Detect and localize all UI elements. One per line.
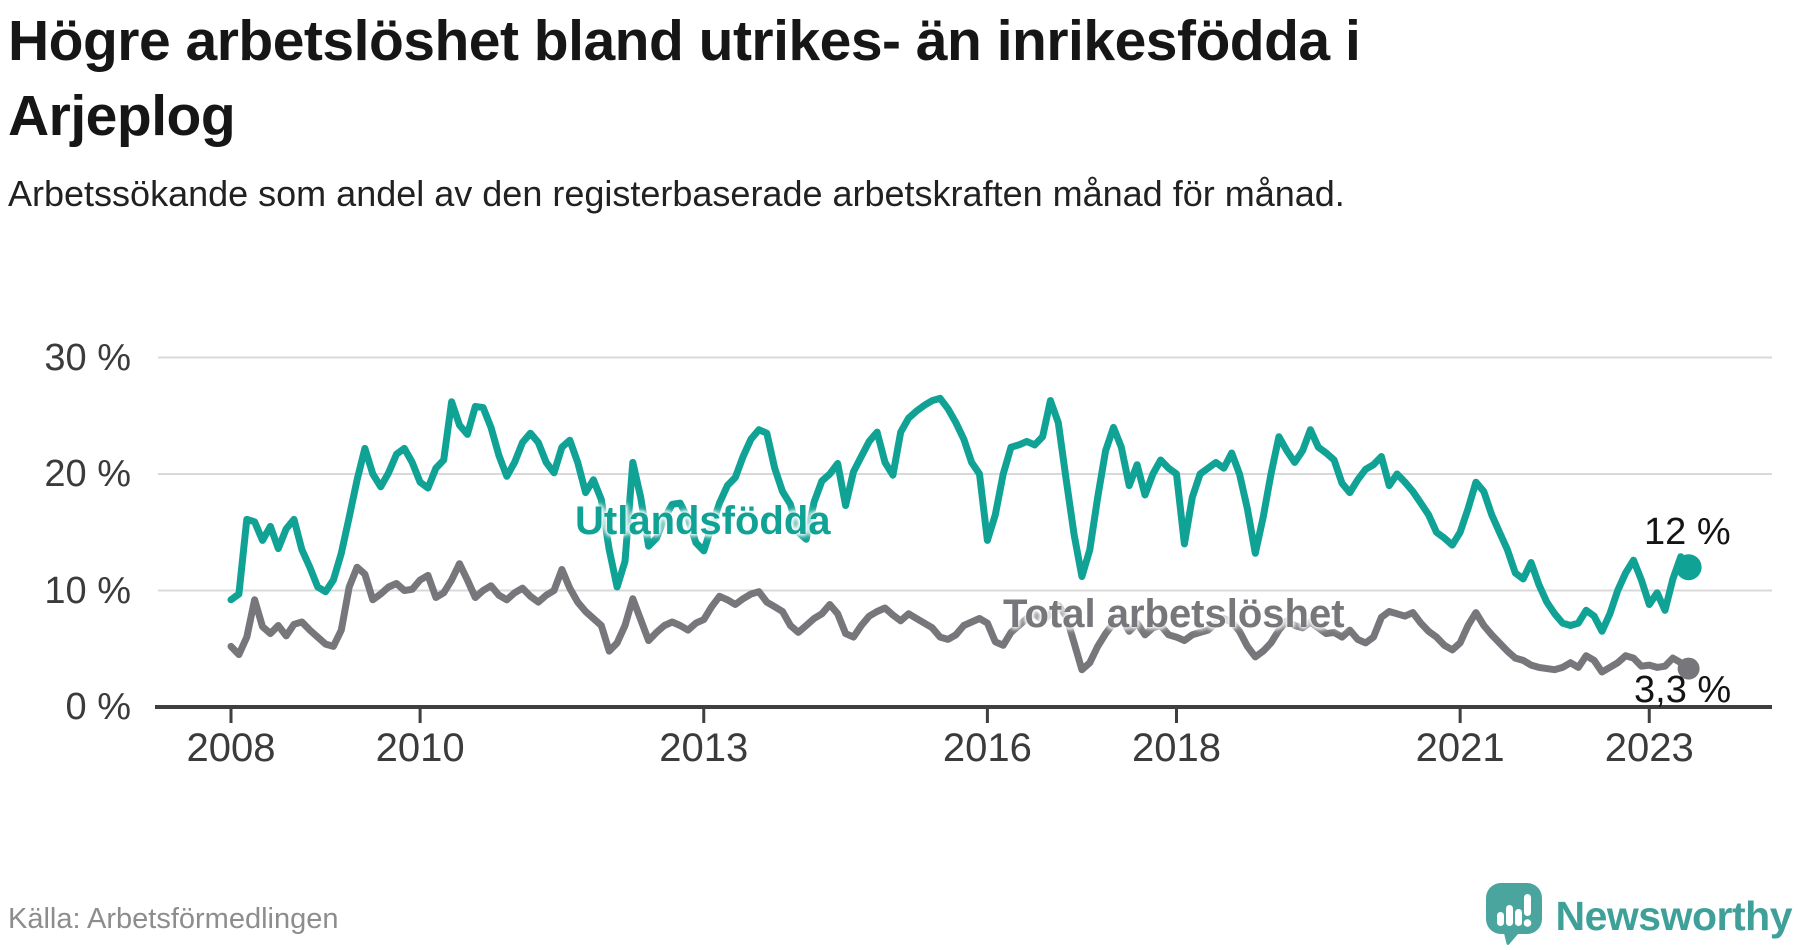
page-title: Högre arbetslöshet bland utrikes- än inr… [8,9,1361,149]
y-tick-label-30: 30 % [44,336,131,379]
x-tick-label-2021: 2021 [1415,726,1505,770]
end-dot-utlandsf-dda [1675,554,1702,581]
y-tick-label-20: 20 % [44,453,131,495]
x-tick-label-2018: 2018 [1132,726,1221,770]
x-tick-label-2023: 2023 [1604,726,1694,770]
newsworthy-brand: Newsworthy [1484,882,1793,950]
x-tick-label-2013: 2013 [659,726,749,770]
bar-1 [1496,912,1504,926]
series-label-total-arbetsloshet: Total arbetslöshet [1003,592,1345,636]
x-tick-label-2010: 2010 [375,726,465,770]
series-label-utlandsfodda: Utlandsfödda [575,499,831,543]
newsworthy-speech-bubble-barchart-icon [1484,882,1544,950]
line-total-arbetsl-shet [227,560,1693,676]
exclamation-dot [1523,919,1531,927]
x-tick-label-2008: 2008 [186,726,276,770]
y-tick-label-10: 10 % [44,569,131,612]
line-utlandsf-dda [227,394,1693,635]
newsworthy-wordmark: Newsworthy [1555,892,1793,939]
end-value-label-utlandsfodda: 12 % [1644,511,1731,553]
bar-2 [1505,905,1513,926]
source-credit: Källa: Arbetsförmedlingen [8,903,339,935]
chart-subtitle: Arbetssökande som andel av den registerb… [8,173,1345,214]
x-tick-label-2016: 2016 [942,726,1032,770]
end-value-label-total-arbetsloshet: 3,3 % [1634,669,1732,711]
y-tick-label-0: 0 % [65,686,131,728]
exclamation-stem [1523,894,1531,916]
bar-3 [1514,909,1522,926]
speech-bubble-shape [1485,883,1542,945]
